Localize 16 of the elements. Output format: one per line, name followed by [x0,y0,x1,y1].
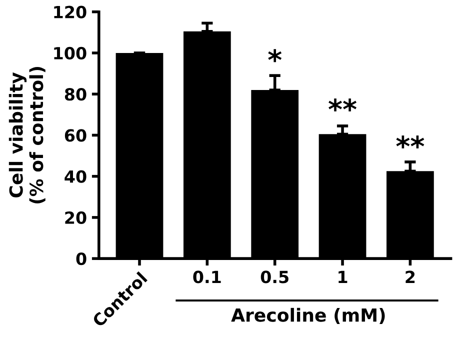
y-tick-label: 40 [64,170,86,183]
y-tick-label: 100 [54,46,86,60]
x-tick-label: 0.5 [260,270,288,284]
annotation: ** [328,98,356,112]
x-tick-label: 0.1 [193,270,221,284]
y-tick-label: 0 [76,252,86,266]
x-axis-title: Arecoline (mM) [231,308,385,324]
y-tick-label: 60 [64,129,86,142]
y-tick-label: 80 [64,88,86,101]
y-tick-label: 120 [54,6,86,18]
annotation: * [268,49,282,62]
x-tick-label: 1 [338,270,348,284]
y-tick-label: 20 [65,211,86,224]
x-tick-label: 2 [406,270,415,284]
y-axis-title: Cell viability (% of control) [8,66,46,204]
annotation: ** [396,136,424,148]
